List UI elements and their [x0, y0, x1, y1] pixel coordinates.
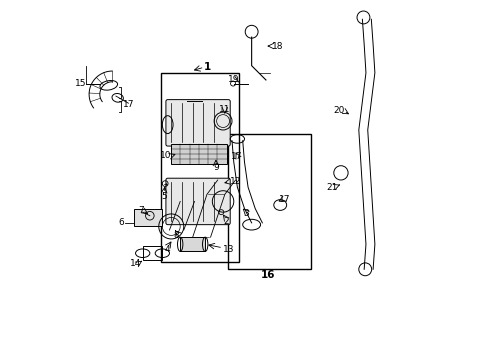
Text: 11: 11 — [219, 105, 230, 114]
FancyBboxPatch shape — [165, 100, 230, 146]
Text: 3: 3 — [243, 210, 249, 219]
Text: 9: 9 — [213, 163, 218, 172]
Text: 20: 20 — [333, 106, 344, 115]
Text: 2: 2 — [223, 217, 228, 226]
Bar — [228, 134, 310, 269]
Bar — [160, 73, 239, 262]
Text: 17: 17 — [122, 100, 134, 109]
Text: 10: 10 — [160, 151, 171, 160]
Text: 12: 12 — [230, 177, 241, 186]
Text: 8: 8 — [173, 231, 179, 240]
Text: 15: 15 — [75, 79, 86, 88]
FancyBboxPatch shape — [165, 178, 230, 225]
Bar — [180, 237, 205, 251]
Text: 7: 7 — [138, 206, 143, 215]
Text: 21: 21 — [325, 183, 337, 192]
Text: 5: 5 — [161, 192, 167, 201]
Text: 6: 6 — [118, 219, 124, 228]
Text: 17: 17 — [278, 195, 290, 204]
Bar — [171, 144, 226, 164]
Text: 13: 13 — [223, 245, 234, 254]
Text: 18: 18 — [272, 41, 283, 50]
Text: 19: 19 — [227, 76, 239, 85]
Text: 16: 16 — [260, 270, 274, 280]
Text: 4: 4 — [164, 245, 170, 254]
Text: 17: 17 — [230, 152, 242, 161]
Text: 14: 14 — [130, 260, 141, 269]
Polygon shape — [134, 208, 162, 226]
Bar — [142, 246, 162, 260]
Text: 1: 1 — [203, 62, 210, 72]
